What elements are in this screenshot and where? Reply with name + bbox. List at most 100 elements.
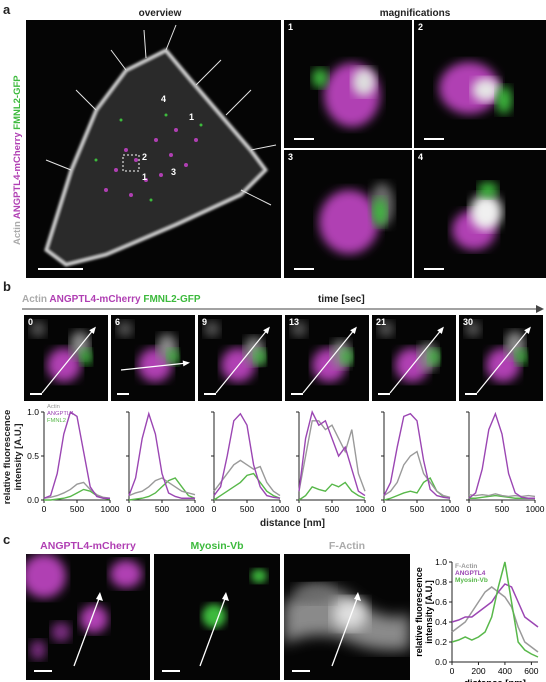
magnification-3: 3	[284, 150, 412, 278]
magnification-2: 2	[414, 20, 546, 148]
x-tick-label: 1000	[271, 504, 290, 514]
frame-time-label: 13	[289, 317, 300, 327]
series-angptl4	[468, 411, 535, 499]
overview-marker-2: 2	[142, 152, 147, 162]
panel-c-x-label: distance [nm]	[464, 678, 526, 682]
series-fmnl2	[213, 472, 281, 501]
panel-c-header-myosin: Myosin-Vb	[190, 540, 244, 552]
time-lapse-profiles: relative fluorescence intensity [A.U.] 0.0…	[0, 400, 546, 530]
x-tick-label: 500	[325, 504, 339, 514]
frame-6: 6	[111, 315, 195, 401]
series-f-actin	[451, 586, 539, 653]
x-tick-label: 1000	[526, 504, 545, 514]
series-angptl4	[451, 583, 539, 628]
time-lapse-frames: 0 6 9 13 21 30	[24, 315, 544, 403]
profile-chart-9: 0 500 1000	[211, 411, 290, 514]
series-angptl4	[43, 410, 110, 499]
x-tick-label: 0	[467, 504, 472, 514]
y-tick-label: 1.0	[27, 407, 39, 417]
frame-13: 13	[285, 315, 369, 401]
scale-bar	[38, 268, 83, 270]
time-label: time [sec]	[318, 294, 365, 305]
panel-a-label: a	[3, 2, 11, 17]
frame-0: 0	[24, 315, 108, 401]
panel-c-angptl4-image	[26, 554, 150, 680]
panel-b-label: b	[3, 279, 11, 294]
legend-angptl4: ANGPTL4	[455, 570, 486, 577]
panel-c-y-label-1: relative fluorescence	[414, 567, 424, 657]
profile-chart-30: 0 500 1000	[466, 411, 545, 514]
frame-time-label: 9	[202, 317, 208, 327]
series-myosin-vb	[451, 561, 539, 658]
overview-marker-1: 1	[142, 172, 147, 182]
legend-factin: F-Actin	[455, 563, 477, 570]
y-tick-label: 0.4	[435, 617, 447, 627]
profile-chart-6: 0 500 1000	[126, 411, 205, 514]
series-angptl4	[213, 412, 281, 499]
x-tick-label: 500	[70, 504, 84, 514]
legend-myosin: Myosin-Vb	[455, 577, 488, 584]
frame-time-label: 30	[463, 317, 474, 327]
series-actin	[128, 477, 196, 497]
frame-9: 9	[198, 315, 282, 401]
panel-b-legend: Actin ANGPTL4-mCherry FMNL2-GFP	[22, 294, 201, 305]
x-tick-label: 500	[240, 504, 254, 514]
y-tick-label: 0.6	[435, 597, 447, 607]
frame-time-label: 21	[376, 317, 387, 327]
series-actin	[43, 481, 111, 499]
series-angptl4	[128, 411, 195, 499]
y-tick-label: 1.0	[435, 557, 447, 567]
x-tick-label: 1000	[441, 504, 460, 514]
series-angptl4	[298, 409, 366, 497]
frame-30: 30	[459, 315, 543, 401]
cell-overview-drawing: 2 1 3 4 1	[44, 24, 277, 267]
x-tick-label: 500	[410, 504, 424, 514]
panel-c-label: c	[3, 532, 11, 547]
legend-actin: Actin	[47, 404, 60, 410]
panel-c-profile-chart: 0.0 0.2 0.4 0.6 0.8 1.0 0 200 400 600 F-ActinANGPT…	[414, 557, 539, 682]
frame-time-label: 0	[28, 317, 34, 327]
y-tick-label: 0.0	[27, 495, 39, 505]
x-tick-label: 0	[382, 504, 387, 514]
overview-marker-4: 4	[161, 94, 166, 104]
series-fmnl2	[128, 477, 196, 501]
overview-header: overview	[138, 8, 182, 19]
profile-chart-13: 0 500 1000	[296, 409, 375, 514]
overview-image: 2 1 3 4 1	[26, 20, 281, 278]
overview-marker-3: 3	[171, 167, 176, 177]
magnification-1: 1	[284, 20, 412, 148]
profile-chart-21: 0 500 1000	[381, 411, 460, 514]
panel-c-factin-image	[284, 554, 410, 680]
x-tick-label: 0	[297, 504, 302, 514]
x-tick-label: 0	[127, 504, 132, 514]
panel-b-x-label: distance [nm]	[260, 518, 326, 529]
x-tick-label: 200	[471, 666, 485, 676]
x-tick-label: 1000	[356, 504, 375, 514]
x-tick-label: 1000	[186, 504, 205, 514]
y-tick-label: 0.5	[27, 451, 39, 461]
x-tick-label: 500	[495, 504, 509, 514]
overview-marker-1b: 1	[189, 112, 194, 122]
x-tick-label: 0	[42, 504, 47, 514]
series-angptl4	[383, 412, 451, 499]
frame-21: 21	[372, 315, 456, 401]
frame-time-label: 6	[115, 317, 121, 327]
x-tick-label: 1000	[101, 504, 120, 514]
y-tick-label: 0.8	[435, 577, 447, 587]
magnifications-header: magnifications	[379, 8, 451, 19]
legend-fmnl2: FMNL2	[47, 418, 66, 424]
panel-c-header-factin: F-Actin	[328, 540, 366, 552]
legend-angptl4: ANGPTL4	[47, 411, 74, 417]
panel-b-y-label: relative fluorescence intensity [A.U.]	[2, 409, 24, 505]
x-tick-label: 600	[524, 666, 538, 676]
series-actin	[383, 450, 451, 499]
overview-channel-label: Actin ANGPTL4-mCherry FMNL2-GFP	[12, 75, 23, 245]
series-actin	[298, 420, 366, 492]
y-tick-label: 0.0	[435, 657, 447, 667]
x-tick-label: 500	[155, 504, 169, 514]
series-actin	[468, 493, 536, 498]
magnification-4: 4	[414, 150, 546, 278]
y-tick-label: 0.2	[435, 637, 447, 647]
x-tick-label: 0	[450, 666, 455, 676]
